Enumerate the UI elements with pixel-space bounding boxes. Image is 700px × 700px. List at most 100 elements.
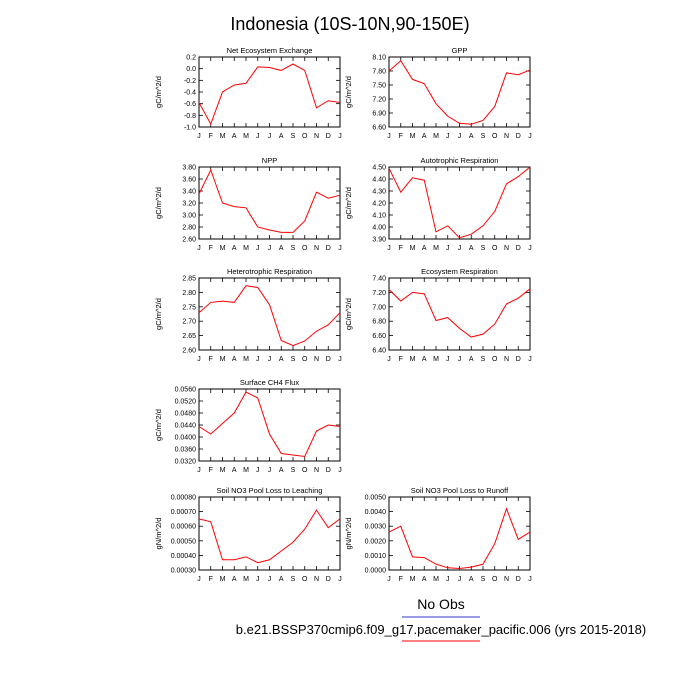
y-axis-label: gC/m^2/d (154, 76, 163, 108)
series-line-model (198, 509, 341, 564)
panel-title: Soil NO3 Pool Loss to Runoff (411, 486, 509, 495)
x-tick-label: M (433, 133, 439, 140)
x-tick-label: M (410, 576, 416, 583)
y-tick-label: -0.2 (184, 78, 196, 85)
y-tick-label: 6.60 (372, 125, 386, 132)
x-tick-label: J (338, 356, 342, 363)
x-tick-label: J (197, 576, 201, 583)
y-tick-label: 4.40 (372, 177, 386, 184)
x-tick-label: J (197, 467, 201, 474)
x-tick-label: A (279, 133, 284, 140)
y-tick-label: -1.0 (184, 125, 196, 132)
series-line-model (198, 391, 341, 458)
y-axis-label: gC/m^2/d (344, 298, 353, 330)
x-tick-label: J (458, 133, 462, 140)
x-tick-label: J (338, 245, 342, 252)
x-tick-label: S (481, 576, 486, 583)
y-tick-label: 3.80 (182, 165, 196, 172)
panel-4: Autotrophic Respiration 3.90 4.00 4.10 4.20 4… (344, 156, 532, 252)
x-tick-label: S (291, 245, 296, 252)
series-line-model (198, 63, 341, 126)
x-tick-label: M (433, 356, 439, 363)
y-tick-label: 0.00080 (171, 495, 196, 502)
y-tick-label: 6.60 (372, 333, 386, 340)
x-tick-label: J (197, 133, 201, 140)
x-tick-label: J (197, 245, 201, 252)
x-tick-label: D (516, 245, 521, 252)
x-tick-label: O (302, 245, 308, 252)
y-tick-label: 2.85 (182, 276, 196, 283)
plot-frame (198, 496, 341, 571)
x-tick-label: M (410, 245, 416, 252)
x-tick-label: J (458, 576, 462, 583)
y-tick-label: 3.00 (182, 213, 196, 220)
case-label: b.e21.BSSP370cmip6.f09_g17.pacemaker_pac… (236, 622, 646, 637)
x-tick-label: M (220, 356, 226, 363)
y-axis-label: gN/m^2/d (344, 518, 353, 550)
x-tick-label: J (268, 467, 272, 474)
x-tick-label: A (279, 356, 284, 363)
panel-title: NPP (262, 156, 277, 165)
x-tick-label: M (220, 245, 226, 252)
plot-frame (388, 496, 531, 571)
x-tick-label: D (326, 576, 331, 583)
x-tick-label: M (433, 245, 439, 252)
x-tick-label: F (209, 133, 213, 140)
x-tick-label: J (387, 576, 391, 583)
x-tick-label: O (302, 467, 308, 474)
x-tick-label: M (220, 467, 226, 474)
y-tick-label: 7.20 (372, 97, 386, 104)
y-tick-label: 0.0010 (365, 553, 387, 560)
x-tick-label: S (291, 576, 296, 583)
y-tick-label: 0.0480 (175, 411, 197, 418)
x-tick-label: J (268, 245, 272, 252)
panel-title: Surface CH4 Flux (240, 378, 299, 387)
x-tick-label: J (268, 133, 272, 140)
series-line-model (388, 59, 531, 125)
x-tick-label: J (268, 356, 272, 363)
panel-7: Surface CH4 Flux 0.0320 0.0360 0.0400 0.0440… (154, 378, 342, 474)
y-axis-label: gN/m^2/d (154, 518, 163, 550)
x-tick-label: J (338, 133, 342, 140)
x-tick-label: J (256, 356, 260, 363)
y-tick-label: 0.0 (186, 66, 196, 73)
x-tick-label: M (243, 576, 249, 583)
y-tick-label: 6.80 (372, 319, 386, 326)
series-line-model (388, 166, 531, 239)
x-tick-label: S (481, 356, 486, 363)
y-tick-label: 0.0020 (365, 538, 387, 545)
x-tick-label: A (232, 245, 237, 252)
x-tick-label: J (197, 356, 201, 363)
x-tick-label: J (446, 245, 450, 252)
x-tick-label: A (232, 133, 237, 140)
panel-1: Net Ecosystem Exchange -1.0 -0.8 -0.6 -0.4 -0… (154, 46, 342, 140)
y-tick-label: 4.10 (372, 213, 386, 220)
x-tick-label: N (504, 133, 509, 140)
panel-title: Autotrophic Respiration (421, 156, 499, 165)
x-tick-label: M (243, 245, 249, 252)
panel-8: Soil NO3 Pool Loss to Leaching 0.00030 0.0… (154, 486, 342, 583)
x-tick-label: D (326, 245, 331, 252)
y-tick-label: 0.0520 (175, 399, 197, 406)
y-tick-label: 0.00050 (171, 538, 196, 545)
y-tick-label: 7.80 (372, 69, 386, 76)
x-tick-label: A (469, 576, 474, 583)
series-line-model (198, 168, 341, 233)
y-tick-label: 4.20 (372, 201, 386, 208)
y-tick-label: 3.20 (182, 201, 196, 208)
x-tick-label: S (291, 467, 296, 474)
x-tick-label: S (291, 133, 296, 140)
x-tick-label: F (399, 356, 403, 363)
x-tick-label: A (422, 245, 427, 252)
y-tick-label: 0.0030 (365, 524, 387, 531)
y-tick-label: 2.70 (182, 319, 196, 326)
x-tick-label: A (232, 356, 237, 363)
x-tick-label: O (302, 133, 308, 140)
x-tick-label: D (326, 356, 331, 363)
y-tick-label: 7.00 (372, 304, 386, 311)
x-tick-label: M (410, 356, 416, 363)
y-tick-label: 3.40 (182, 189, 196, 196)
x-tick-label: M (243, 356, 249, 363)
x-tick-label: J (256, 467, 260, 474)
